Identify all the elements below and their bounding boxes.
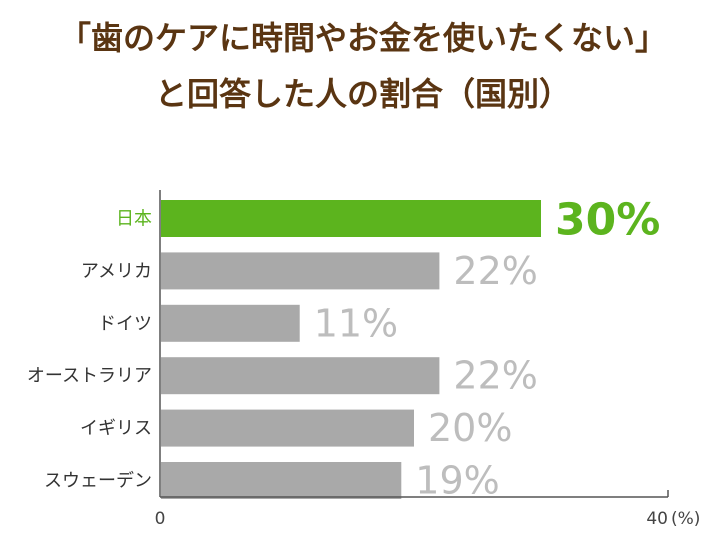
x-tick-label-40: 40 (646, 509, 668, 529)
bar-1 (161, 252, 440, 290)
bar-4 (161, 409, 414, 447)
category-label-0: 日本 (116, 209, 152, 230)
chart-title-line2: と回答した人の割合（国別） (154, 75, 571, 113)
category-label-1: アメリカ (81, 261, 152, 282)
value-label-2: 11% (314, 301, 398, 345)
bar-3 (161, 357, 440, 395)
value-label-3: 22% (453, 354, 537, 398)
category-label-2: ドイツ (98, 313, 152, 334)
bar-2 (161, 304, 300, 342)
x-axis-unit: (%) (671, 509, 700, 529)
value-label-1: 22% (453, 249, 537, 293)
bar-0 (161, 200, 541, 237)
category-label-5: スウェーデン (44, 471, 152, 492)
x-tick-label-0: 0 (155, 509, 166, 529)
value-label-0: 30% (555, 195, 660, 246)
bar-5 (161, 462, 402, 499)
chart-marks: 日本 30% アメリカ 22% ドイツ 11% オーストラリア 22% イギリス 20% スウェーデ… (27, 195, 660, 503)
value-label-4: 20% (428, 406, 512, 450)
category-label-4: イギリス (80, 418, 152, 439)
value-label-5: 19% (415, 459, 499, 503)
category-label-3: オーストラリア (27, 366, 152, 387)
chart-title-line1: 「歯のケアに時間やお金を使いたくない」 (58, 19, 667, 57)
